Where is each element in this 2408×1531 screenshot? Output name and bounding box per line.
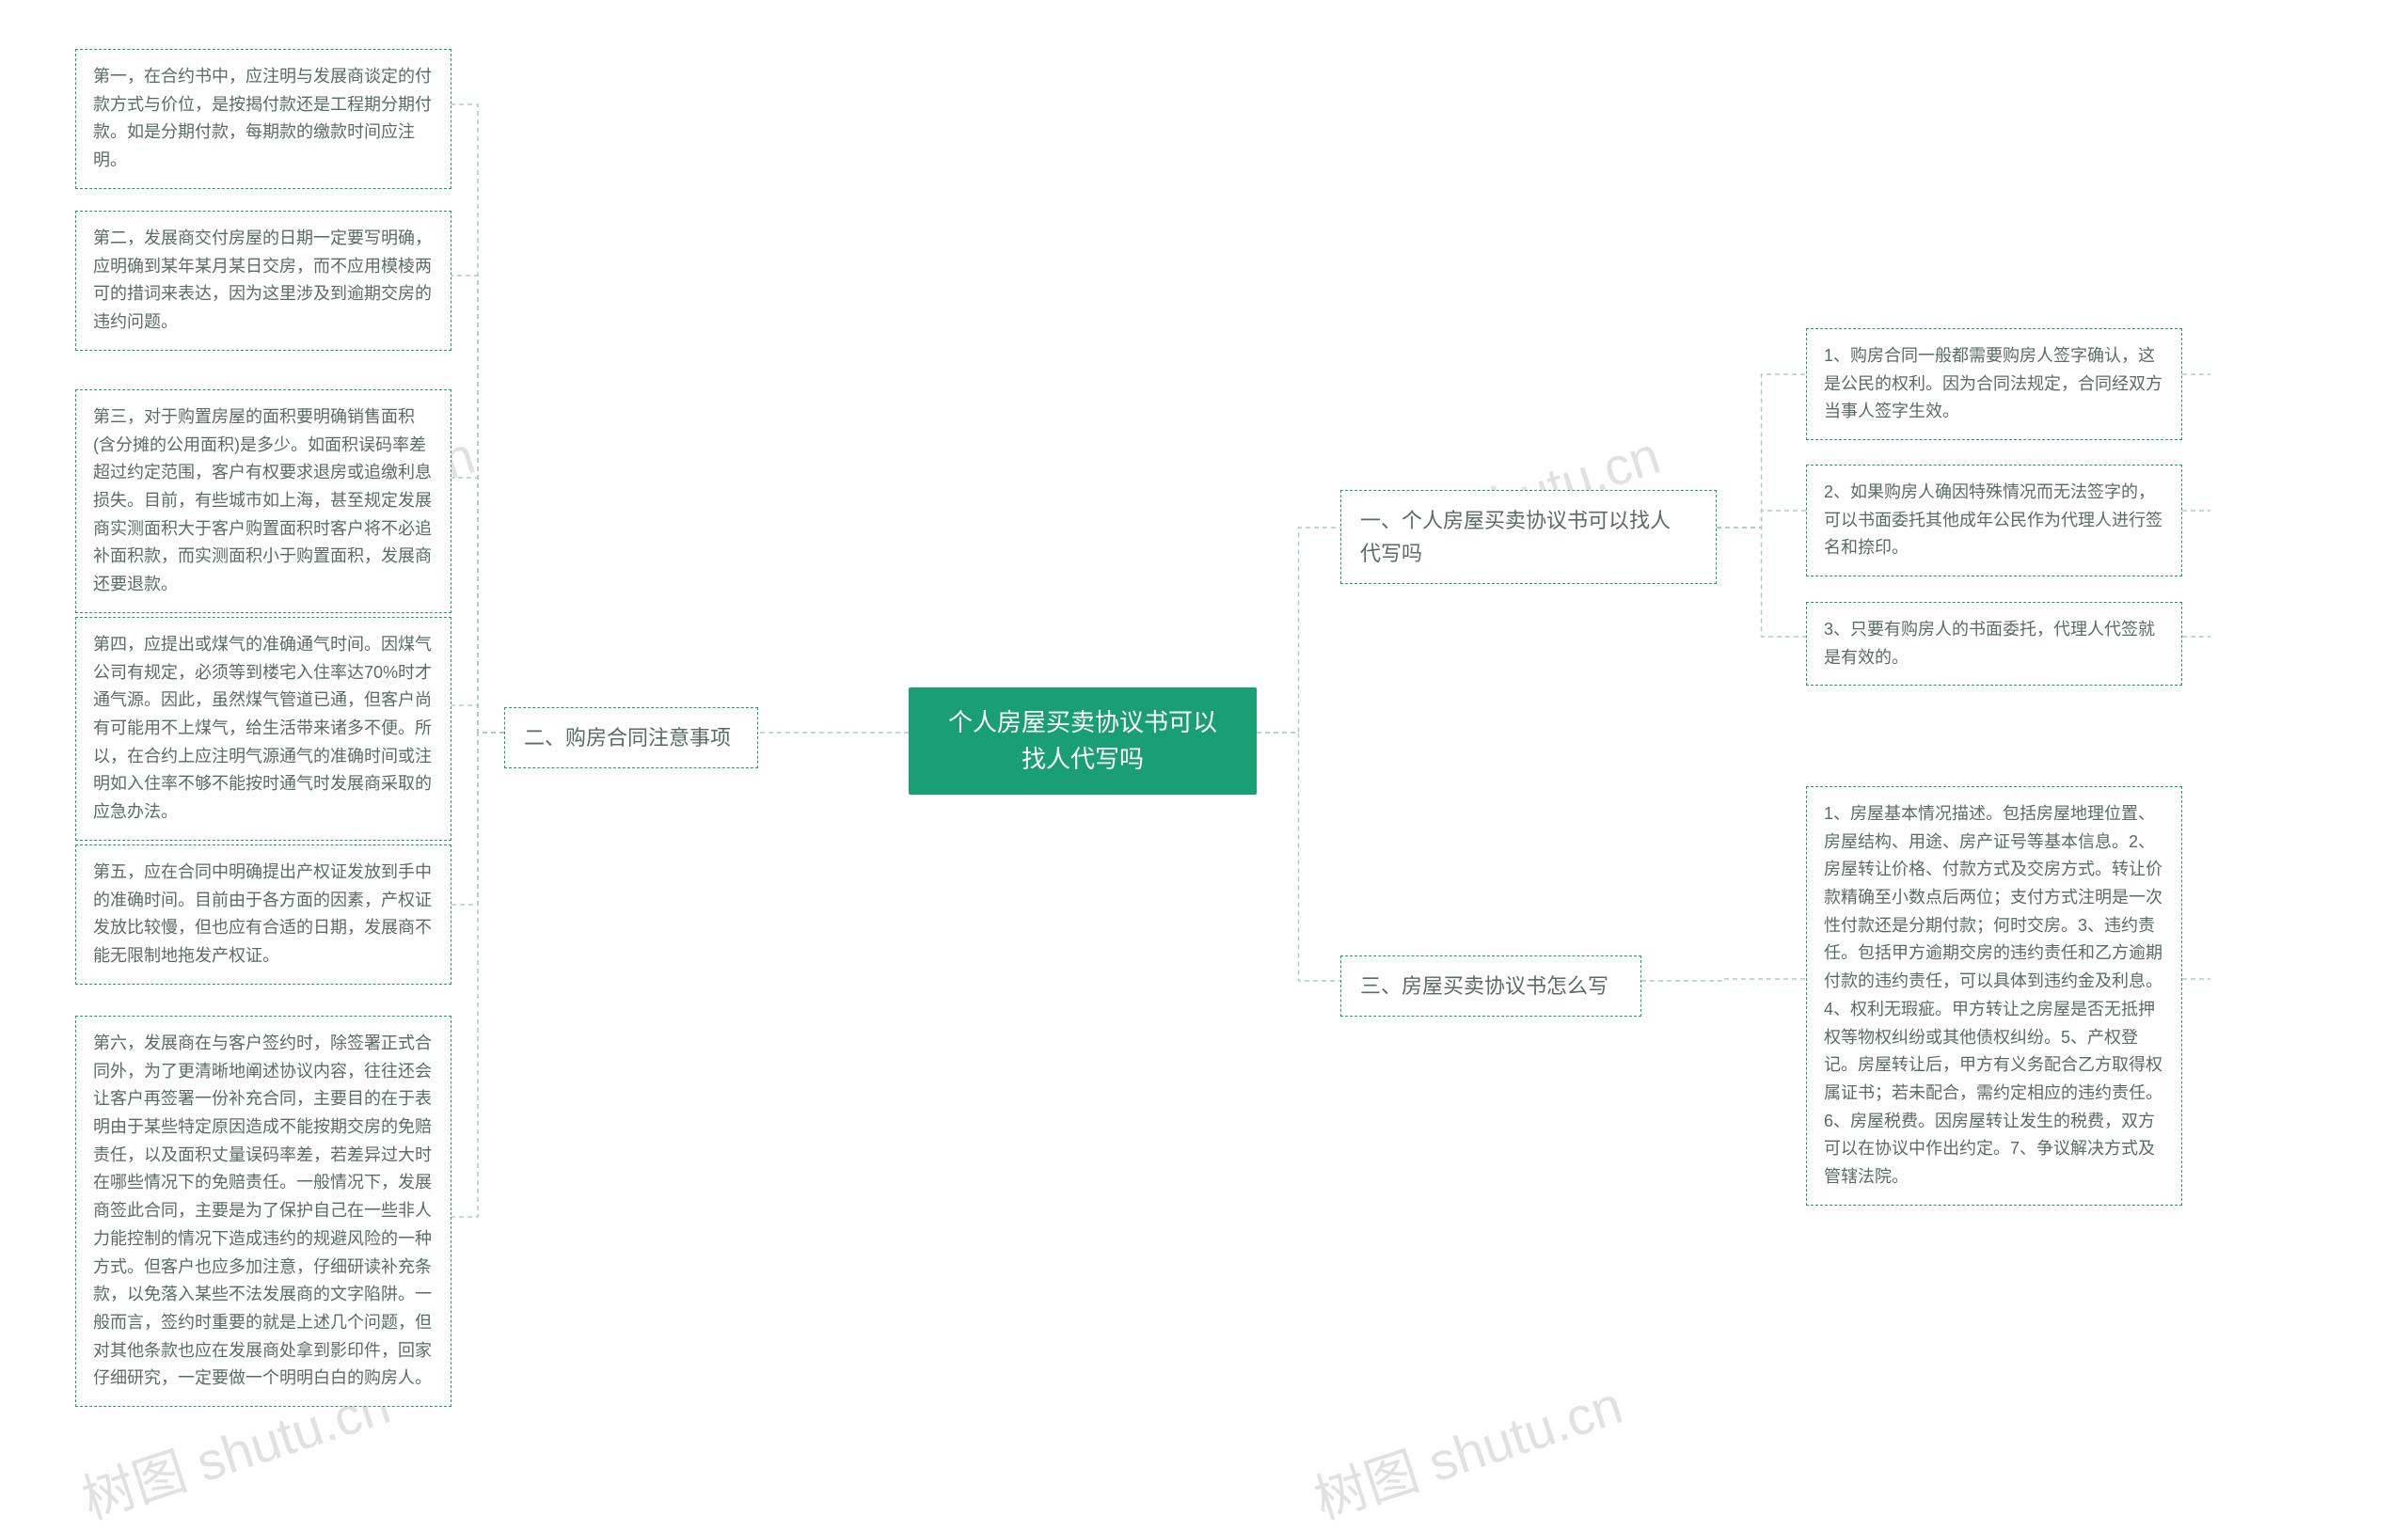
- leaf-node[interactable]: 第三，对于购置房屋的面积要明确销售面积(含分摊的公用面积)是多少。如面积误码率差…: [75, 389, 452, 613]
- leaf-node[interactable]: 第一，在合约书中，应注明与发展商谈定的付款方式与价位，是按揭付款还是工程期分期付…: [75, 49, 452, 189]
- leaf-node[interactable]: 2、如果购房人确因特殊情况而无法签字的，可以书面委托其他成年公民作为代理人进行签…: [1806, 465, 2182, 576]
- leaf-node[interactable]: 第四，应提出或煤气的准确通气时间。因煤气公司有规定，必须等到楼宅入住率达70%时…: [75, 617, 452, 841]
- leaf-node[interactable]: 1、购房合同一般都需要购房人签字确认，这是公民的权利。因为合同法规定，合同经双方…: [1806, 328, 2182, 440]
- center-node[interactable]: 个人房屋买卖协议书可以找人代写吗: [909, 687, 1257, 795]
- branch-node[interactable]: 一、个人房屋买卖协议书可以找人代写吗: [1340, 490, 1717, 584]
- mindmap-canvas: 树图 shutu.cn树图 shutu.cn树图 shutu.cn树图 shut…: [0, 0, 2408, 1531]
- branch-node[interactable]: 二、购房合同注意事项: [504, 707, 758, 768]
- leaf-node[interactable]: 第二，发展商交付房屋的日期一定要写明确，应明确到某年某月某日交房，而不应用模棱两…: [75, 211, 452, 351]
- branch-node[interactable]: 三、房屋买卖协议书怎么写: [1340, 955, 1641, 1017]
- watermark: 树图 shutu.cn: [1304, 1364, 1631, 1531]
- leaf-node[interactable]: 1、房屋基本情况描述。包括房屋地理位置、房屋结构、用途、房产证号等基本信息。2、…: [1806, 786, 2182, 1206]
- leaf-node[interactable]: 第六，发展商在与客户签约时，除签署正式合同外，为了更清晰地阐述协议内容，往往还会…: [75, 1016, 452, 1407]
- leaf-node[interactable]: 3、只要有购房人的书面委托，代理人代签就是有效的。: [1806, 602, 2182, 686]
- leaf-node[interactable]: 第五，应在合同中明确提出产权证发放到手中的准确时间。目前由于各方面的因素，产权证…: [75, 844, 452, 985]
